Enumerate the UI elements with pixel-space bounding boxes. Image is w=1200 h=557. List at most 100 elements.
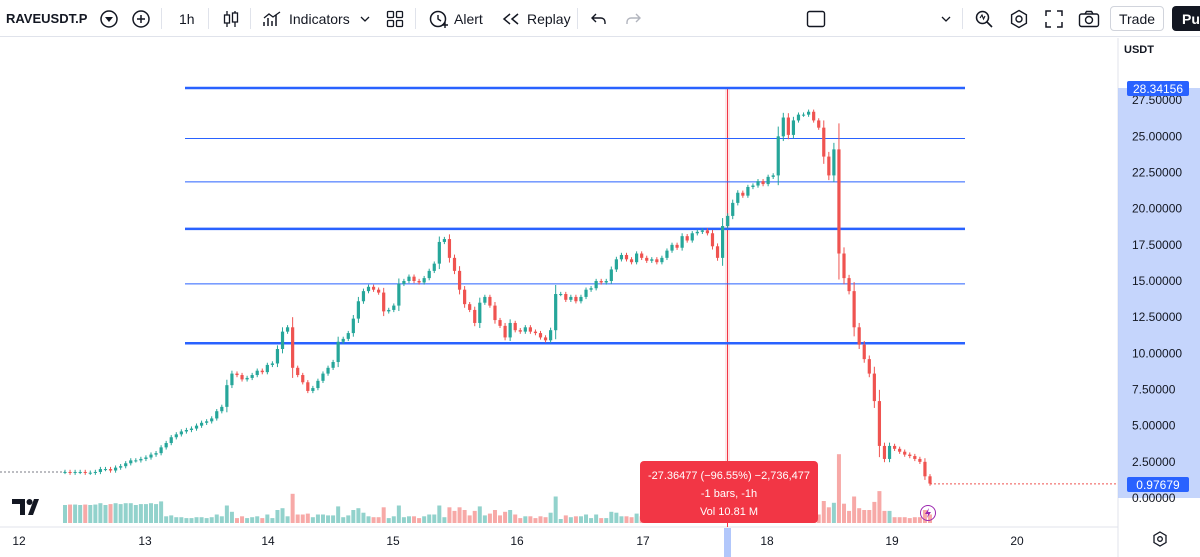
candle-body <box>695 231 699 234</box>
candle-body <box>817 120 821 128</box>
candle-body <box>867 359 871 374</box>
toolbar-divider <box>577 8 578 29</box>
candle-body <box>650 259 654 261</box>
candle-body <box>488 296 492 306</box>
volume-bar <box>250 517 255 523</box>
chevron-down-icon[interactable] <box>360 0 370 37</box>
volume-bar <box>452 510 457 523</box>
price-tick-label: 25.00000 <box>1132 129 1182 143</box>
candle-body <box>589 288 593 290</box>
settings-gear-icon[interactable] <box>1009 0 1029 37</box>
volume-bar <box>523 516 528 523</box>
candle-body <box>554 294 558 331</box>
replay-button[interactable]: Replay <box>527 10 571 27</box>
candle-body <box>812 111 816 121</box>
trade-button[interactable]: Trade <box>1110 6 1164 31</box>
candle-body <box>822 127 826 157</box>
candle-body <box>265 364 269 373</box>
measure-tooltip: -27.36477 (−96.55%) −2,736,477 -1 bars, … <box>640 461 818 523</box>
volume-bar <box>361 512 366 523</box>
candle-body <box>655 259 659 263</box>
candle-body <box>260 370 264 373</box>
volume-bar <box>143 504 148 523</box>
layouts-grid-icon[interactable] <box>386 0 404 37</box>
candle-body <box>791 120 796 135</box>
candle-body <box>437 241 441 264</box>
candle-body <box>442 239 446 242</box>
volume-bar <box>842 503 847 523</box>
candle-body <box>427 270 431 279</box>
price-tick-label: 0.00000 <box>1132 491 1176 505</box>
currency-label[interactable]: USDT <box>1124 44 1154 56</box>
candle-body <box>73 471 77 473</box>
volume-bar <box>442 517 447 523</box>
volume-bar <box>614 512 619 523</box>
time-tick-label: 18 <box>760 534 774 548</box>
undo-icon[interactable] <box>591 0 607 37</box>
volume-bar <box>123 503 128 523</box>
volume-bar <box>857 508 862 523</box>
fullscreen-icon[interactable] <box>1045 0 1063 37</box>
volume-bar <box>897 517 902 523</box>
volume-bar <box>371 517 376 523</box>
volume-bar <box>917 517 922 523</box>
toolbar-divider <box>161 8 162 29</box>
symbol-info-icon[interactable] <box>98 0 120 37</box>
volume-bar <box>862 510 867 523</box>
volume-bar <box>594 514 599 523</box>
lightning-icon[interactable] <box>920 505 936 521</box>
volume-bar <box>872 501 877 523</box>
alert-button[interactable]: Alert <box>454 10 483 27</box>
price-tick-label: 12.50000 <box>1132 310 1182 324</box>
alert-clock-icon[interactable] <box>428 0 450 37</box>
volume-bar <box>164 516 169 523</box>
volume-bar <box>543 517 548 523</box>
candle-body <box>518 330 522 332</box>
volume-bar <box>391 516 396 523</box>
candle-body <box>918 458 922 462</box>
volume-bar <box>98 503 103 523</box>
volume-bar <box>912 517 917 523</box>
candle-body <box>275 348 280 364</box>
volume-bar <box>376 517 381 523</box>
volume-bar <box>821 501 826 523</box>
volume-bar <box>118 504 123 523</box>
volume-bar <box>73 504 78 523</box>
candle-body <box>523 327 527 332</box>
interval-selector[interactable]: 1h <box>179 10 195 27</box>
price-axis-highlight <box>1118 88 1200 498</box>
candle-body <box>361 291 366 302</box>
candle-body <box>285 327 290 332</box>
volume-bar <box>406 516 411 523</box>
candle-body <box>857 327 861 345</box>
candle-body <box>129 460 133 464</box>
volume-bar <box>83 504 88 523</box>
tradingview-logo[interactable] <box>12 496 46 522</box>
publish-button[interactable]: Pul <box>1172 6 1200 31</box>
chevron-down-icon[interactable] <box>941 0 951 37</box>
layout-square-icon[interactable] <box>806 0 826 37</box>
chart-settings-gear-icon[interactable] <box>1152 531 1168 552</box>
volume-bar <box>255 516 260 523</box>
replay-rewind-icon[interactable] <box>502 0 520 37</box>
symbol-search[interactable]: RAVEUSDT.P <box>6 11 88 26</box>
quick-search-icon[interactable] <box>974 0 994 37</box>
candle-body <box>786 117 790 135</box>
candle-body <box>154 453 158 455</box>
indicators-icon[interactable] <box>262 0 282 37</box>
candle-body <box>660 257 664 263</box>
candle-body <box>675 244 679 248</box>
volume-bar <box>538 516 543 523</box>
candle-body <box>503 325 507 338</box>
candle-body <box>746 186 750 196</box>
current-price-tag: 0.97679 <box>1127 477 1189 492</box>
volume-bar <box>285 516 290 523</box>
compare-plus-icon[interactable] <box>131 0 151 37</box>
redo-icon[interactable] <box>625 0 641 37</box>
candles-icon[interactable] <box>222 0 240 37</box>
volume-bar <box>113 503 118 523</box>
indicators-button[interactable]: Indicators <box>289 10 350 27</box>
volume-bar <box>548 512 553 523</box>
camera-snapshot-icon[interactable] <box>1078 0 1100 37</box>
price-chart[interactable]: 27.50000 25.00000 22.50000 20.00000 17.50000… <box>0 38 1200 557</box>
